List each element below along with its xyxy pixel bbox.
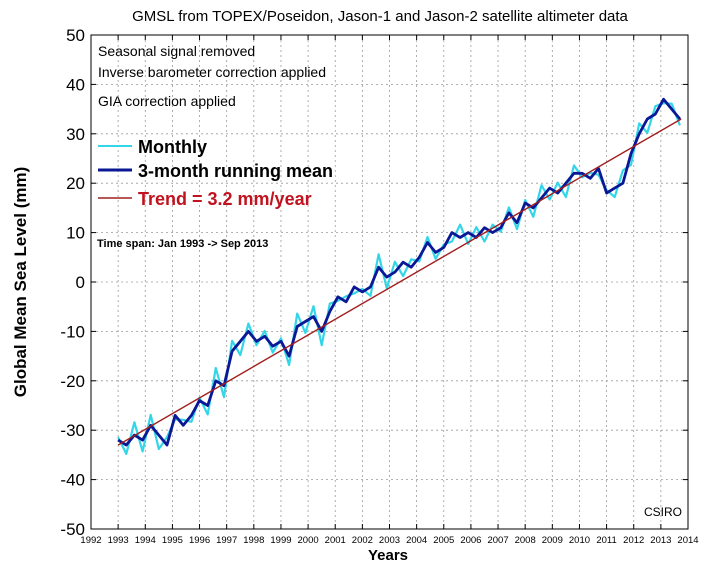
note-seasonal: Seasonal signal removed [98,43,255,59]
x-tick-label: 2007 [487,535,508,546]
x-tick-label: 1996 [189,535,210,546]
timespan-note: Time span: Jan 1993 -> Sep 2013 [97,238,268,250]
y-tick-label: 20 [66,174,85,193]
x-tick-label: 2006 [460,535,481,546]
y-tick-label: -20 [60,372,85,391]
x-tick-label: 2008 [515,535,536,546]
x-tick-label: 2003 [379,535,400,546]
note-gia: GIA correction applied [98,93,236,109]
y-tick-label: -10 [60,322,85,341]
y-tick-label: -50 [60,520,85,539]
x-tick-label: 1994 [135,535,156,546]
x-tick-label: 2013 [650,535,671,546]
running-mean-line [117,97,681,447]
legend-running-label: 3-month running mean [138,161,333,181]
x-tick-label: 2011 [596,535,616,546]
x-tick-label: 1998 [243,535,264,546]
running-mean-series [117,97,681,447]
note-inverse-barometer: Inverse barometer correction applied [98,64,326,80]
y-tick-label: 10 [66,224,85,243]
chart-title: GMSL from TOPEX/Poseidon, Jason-1 and Ja… [132,8,628,25]
x-tick-label: 2001 [325,535,346,546]
y-axis-label: Global Mean Sea Level (mm) [11,167,30,398]
x-tick-label: 1999 [270,535,291,546]
y-tick-label: -40 [60,471,85,490]
x-tick-label: 2005 [433,535,454,546]
x-tick-label: 2002 [352,535,373,546]
x-tick-label: 2014 [677,535,698,546]
x-tick-label: 1993 [108,535,129,546]
y-tick-label: 50 [66,26,85,45]
x-tick-label: 1995 [162,535,183,546]
legend-trend-label: Trend = 3.2 mm/year [138,189,312,209]
x-tick-label: 2009 [542,535,563,546]
trend-series [117,118,682,446]
trend-line [117,118,682,446]
x-tick-label: 2012 [623,535,644,546]
y-tick-labels: 50 40 30 20 10 0 -10 -20 -30 -40 -50 [60,26,688,539]
y-tick-label: -30 [60,421,85,440]
y-tick-label: 0 [76,273,85,292]
x-tick-label: 2000 [298,535,319,546]
grid [91,35,688,529]
x-tick-label: 2010 [569,535,590,546]
x-tick-label: 1997 [216,535,237,546]
source-label: CSIRO [644,505,682,519]
x-tick-label: 1992 [80,535,101,546]
x-tick-labels: 1992 1993 1994 1995 1996 1997 1998 1999 2000 2001… [80,35,699,546]
x-axis-label: Years [368,547,408,564]
legend-monthly-label: Monthly [138,137,207,157]
x-tick-label: 2004 [406,535,427,546]
legend: Monthly 3-month running mean Trend = 3.2… [98,137,333,209]
y-tick-label: 30 [66,125,85,144]
y-tick-label: 40 [66,75,85,94]
